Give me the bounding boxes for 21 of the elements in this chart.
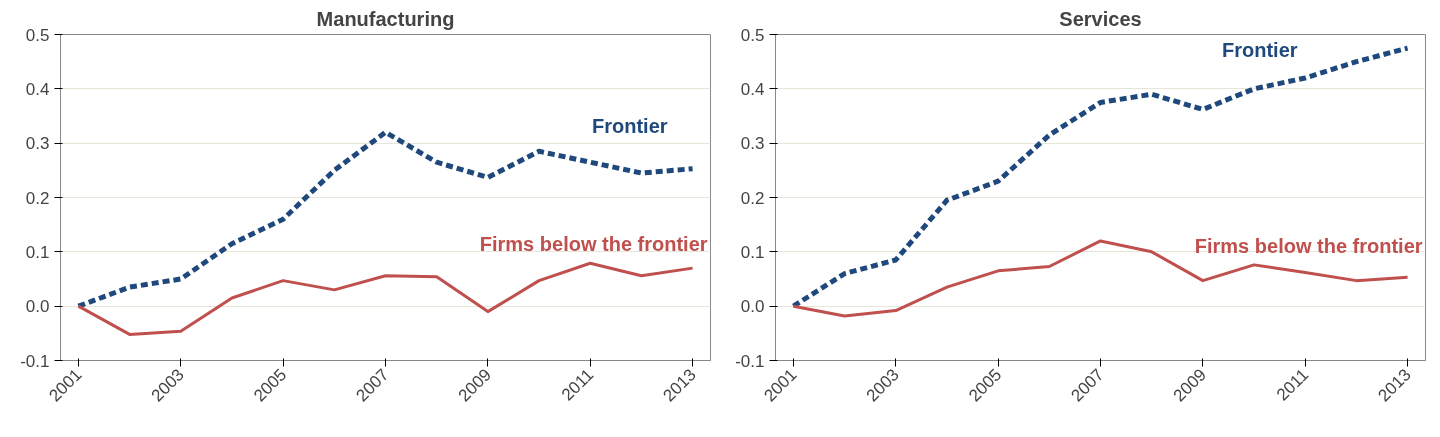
series-label: Frontier bbox=[592, 115, 668, 138]
y-tick-label: 0.1 bbox=[25, 242, 50, 262]
y-tick-label: 0.2 bbox=[25, 188, 50, 208]
line-series bbox=[76, 261, 695, 336]
series-label: Frontier bbox=[1222, 38, 1298, 61]
series-label: Firms below the frontier bbox=[1194, 234, 1423, 257]
series-label: Firms below the frontier bbox=[479, 233, 708, 256]
y-tick-label: 0.3 bbox=[740, 134, 765, 154]
y-tick-label: 0.0 bbox=[25, 297, 50, 317]
y-tick-label: 0.0 bbox=[740, 297, 765, 317]
y-tick-label: 0.3 bbox=[25, 134, 50, 154]
y-tick-label: 0.4 bbox=[25, 79, 50, 99]
chart-title: Services bbox=[1059, 7, 1142, 30]
y-tick-label: -0.1 bbox=[20, 351, 50, 371]
y-tick-label: 0.1 bbox=[740, 242, 765, 262]
y-tick-label: -0.1 bbox=[735, 351, 765, 371]
y-tick-label: 0.5 bbox=[740, 25, 765, 45]
y-tick-label: 0.2 bbox=[740, 188, 765, 208]
y-tick-label: 0.4 bbox=[740, 79, 765, 99]
chart-title: Manufacturing bbox=[316, 7, 455, 30]
y-tick-label: 0.5 bbox=[25, 25, 50, 45]
